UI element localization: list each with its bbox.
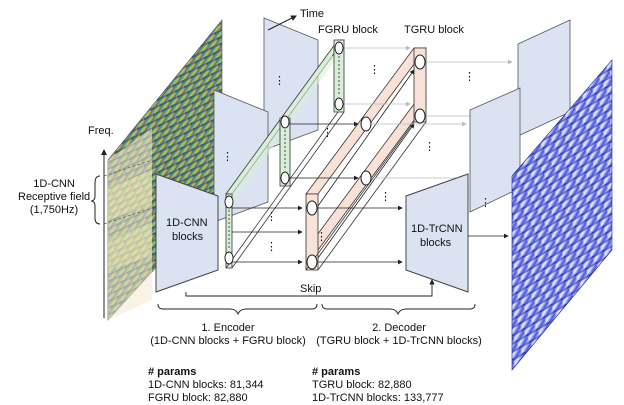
fgru-block-label: FGRU block: [318, 24, 378, 36]
conn-dots-5: ⋮: [464, 71, 475, 83]
decoder-params-heading: # params: [312, 366, 361, 378]
decoder-feature-maps: ⋮: [469, 19, 571, 213]
decoder-title: 2. Decoder: [372, 322, 426, 334]
connection-arrows: ⋮ ⋮ ⋮ ⋮ ⋮ ⋮: [232, 45, 513, 265]
trcnn-blocks-line1: 1D-TrCNN: [411, 223, 463, 235]
fgru-slabs: [218, 39, 345, 269]
conn-dots-2: ⋮: [266, 241, 277, 253]
encoder-param-fgru: FGRU block: 82,880: [148, 392, 248, 404]
tgru-block-label: TGRU block: [404, 24, 464, 36]
encoder-caption: 1. Encoder (1D-CNN blocks + FGRU block): [130, 322, 326, 348]
encoder-params: # params 1D-CNN blocks: 81,344 FGRU bloc…: [148, 366, 264, 405]
tgru-slabs: ⋮ ⋮: [305, 47, 427, 271]
encoder-subtitle: (1D-CNN blocks + FGRU block): [150, 335, 306, 347]
decoder-subtitle: (TGRU block + 1D-TrCNN blocks): [316, 335, 482, 347]
decoder-dots: ⋮: [480, 197, 491, 209]
receptive-field-line2: Receptive field: [18, 191, 91, 203]
time-label: Time: [300, 8, 324, 20]
tgru-dots-1: ⋮: [369, 64, 380, 76]
decoder-param-tgru: TGRU block: 82,880: [312, 379, 412, 391]
encoder-dots-2: ⋮: [222, 151, 233, 163]
receptive-field-label: 1D-CNN Receptive field (1,750Hz): [18, 178, 90, 217]
trcnn-blocks-line2: blocks: [420, 237, 452, 249]
skip-label: Skip: [300, 283, 321, 295]
decoder-caption: 2. Decoder (TGRU block + 1D-TrCNN blocks…: [300, 322, 498, 348]
input-spectrogram: [107, 19, 223, 321]
conn-dots-3: ⋮: [322, 127, 333, 139]
receptive-field-line1: 1D-CNN: [33, 178, 75, 190]
freq-axis: Freq.: [88, 125, 114, 318]
decoder-params: # params TGRU block: 82,880 1D-TrCNN blo…: [312, 366, 444, 405]
cnn-blocks-line1: 1D-CNN: [166, 217, 208, 229]
section-braces: [157, 303, 476, 316]
skip-connection: Skip: [185, 279, 435, 297]
trcnn-blocks: 1D-TrCNN blocks: [405, 173, 509, 293]
freq-label: Freq.: [88, 125, 114, 137]
time-axis: Time: [267, 8, 324, 31]
encoder-param-cnn: 1D-CNN blocks: 81,344: [148, 379, 264, 391]
tgru-dots-2: ⋮: [316, 231, 327, 243]
encoder-feature-maps: ⋮ ⋮: [213, 17, 319, 223]
encoder-dots-1: ⋮: [274, 75, 285, 87]
receptive-field-brace: [90, 159, 153, 225]
conn-dots-6: ⋮: [424, 141, 435, 153]
conn-dots-1: ⋮: [266, 211, 277, 223]
encoder-title: 1. Encoder: [201, 322, 255, 334]
cnn-blocks-line2: blocks: [172, 231, 204, 243]
encoder-params-heading: # params: [148, 366, 197, 378]
cnn-blocks: 1D-CNN blocks: [155, 173, 219, 293]
conn-dots-4: ⋮: [380, 191, 391, 203]
decoder-param-trcnn: 1D-TrCNN blocks: 133,777: [312, 392, 444, 404]
output-spectrogram: [511, 59, 613, 371]
receptive-field-line3: (1,750Hz): [29, 204, 79, 216]
